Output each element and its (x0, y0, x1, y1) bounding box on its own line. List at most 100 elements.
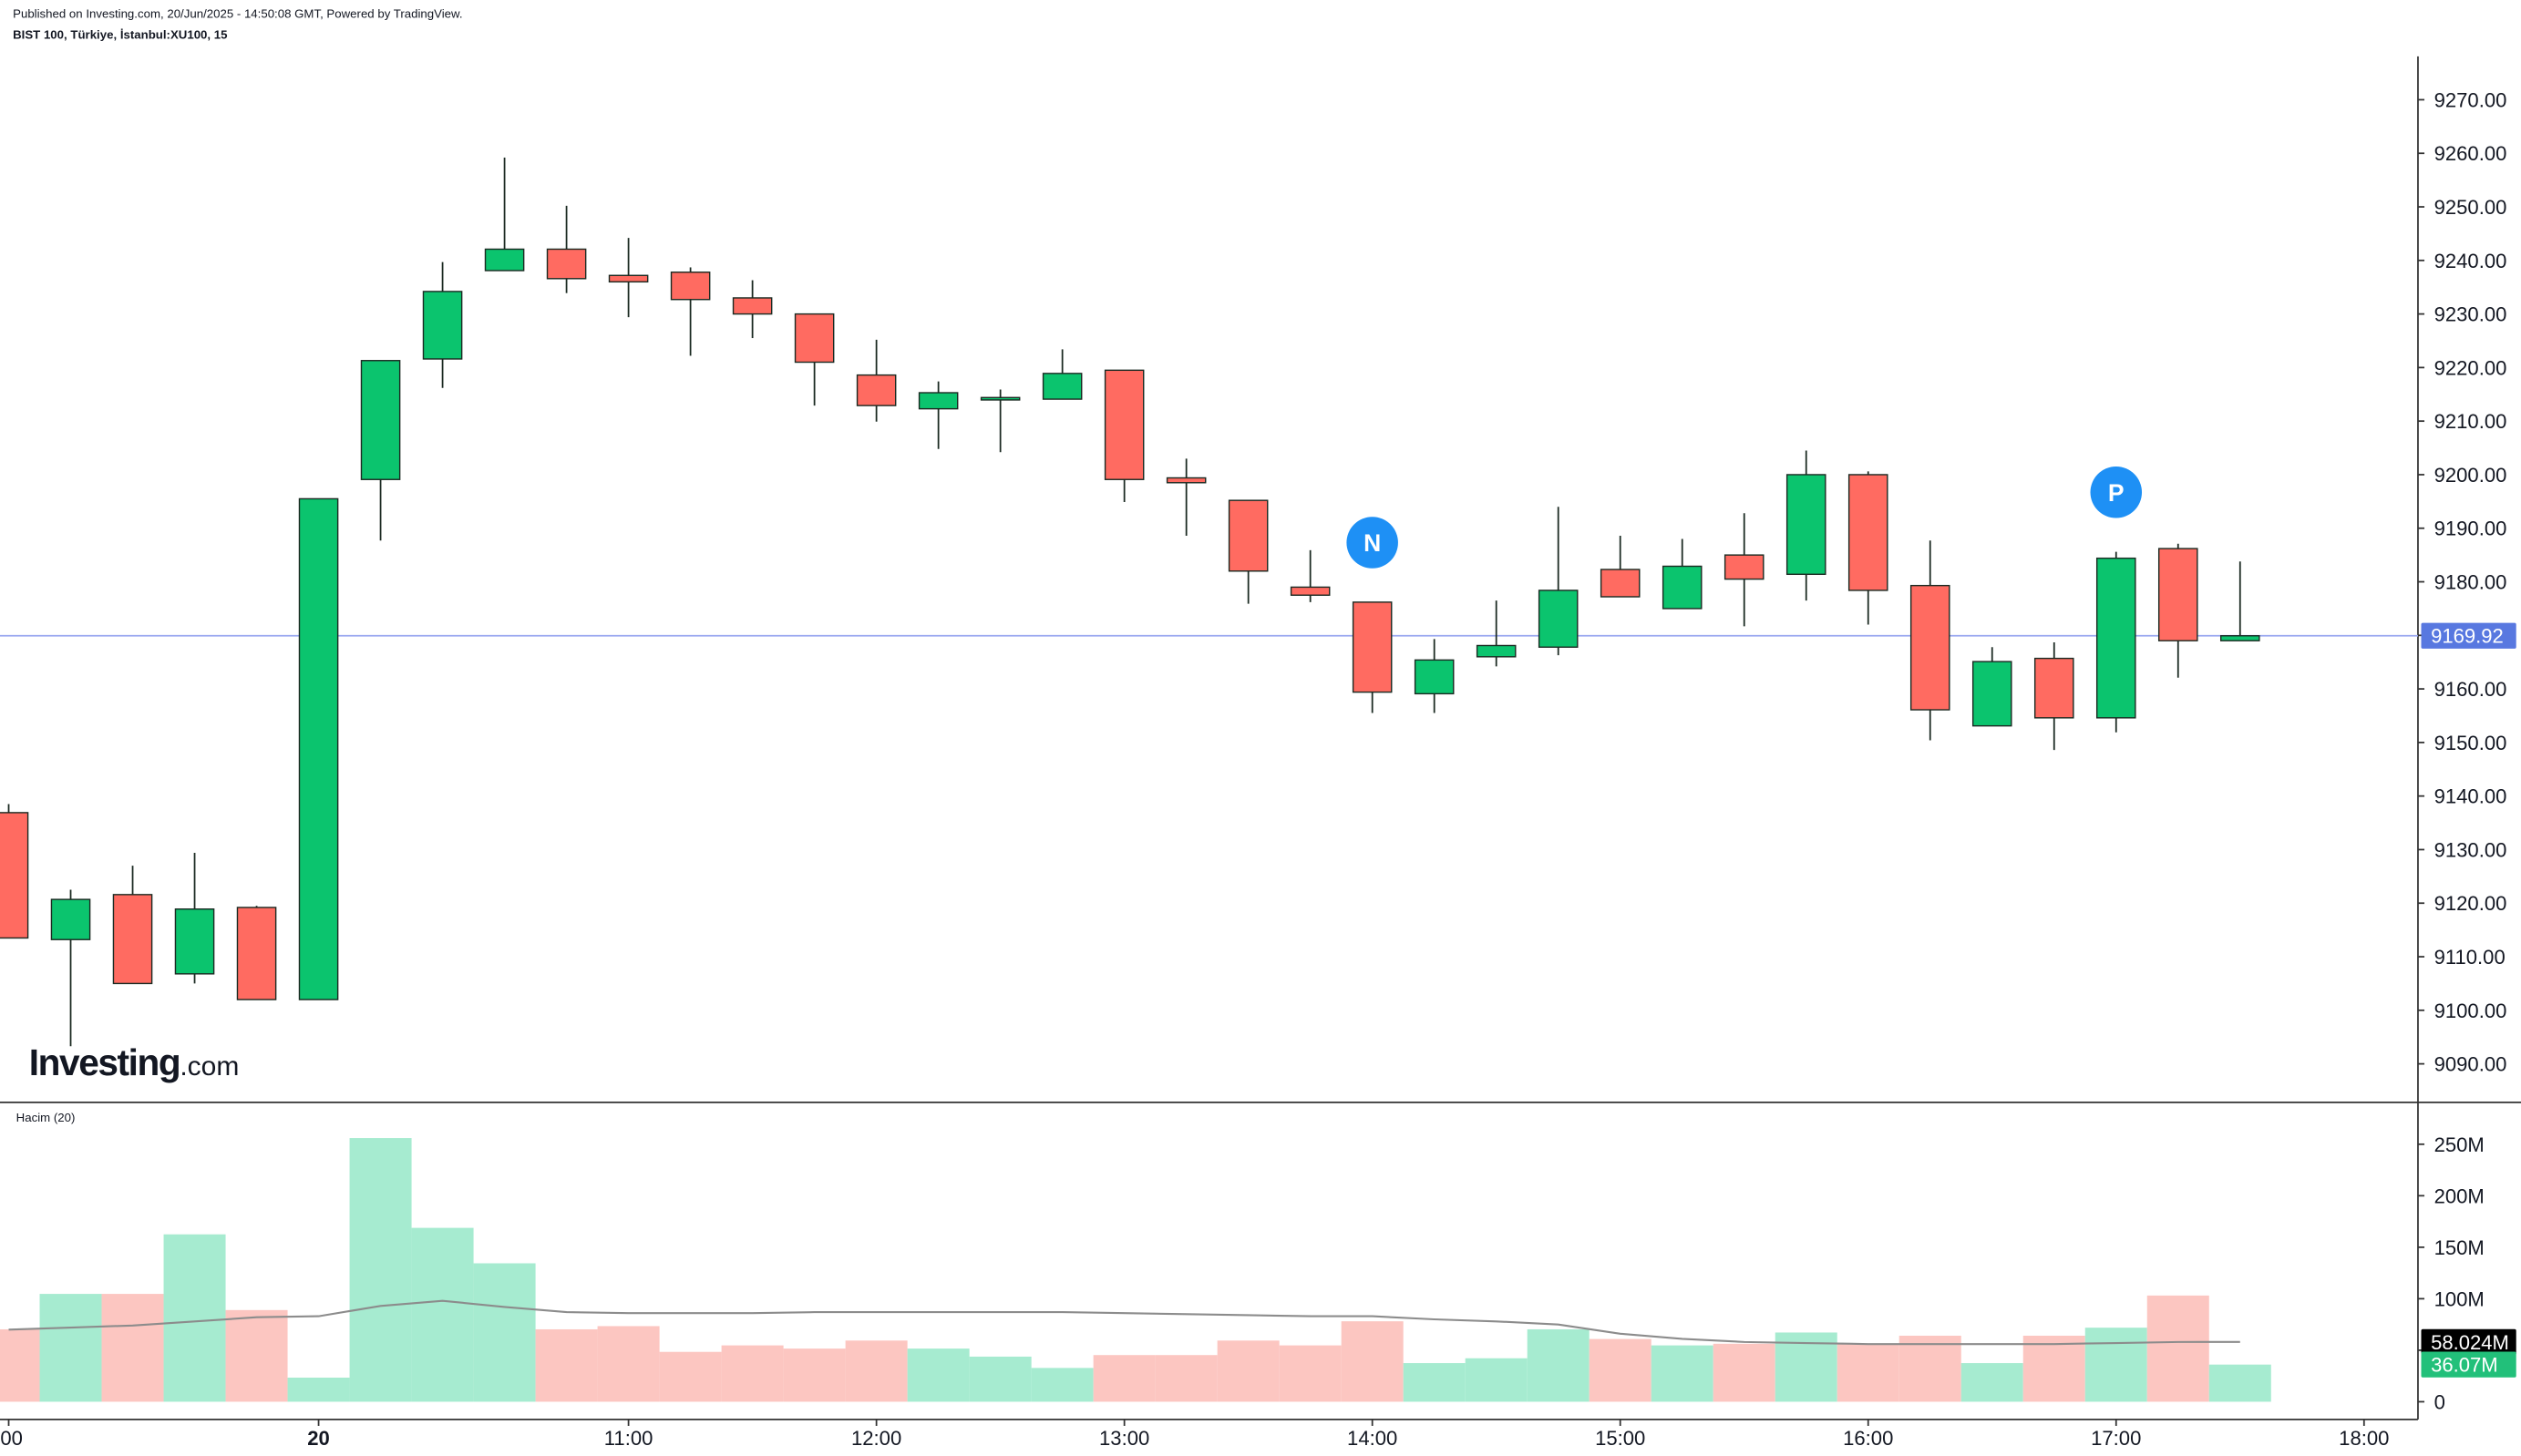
candle-body (1600, 569, 1641, 598)
event-marker-label: P (2108, 479, 2125, 507)
volume-ma-label: 58.024M (2431, 1331, 2509, 1354)
volume-y-tick-label: 150M (2434, 1236, 2485, 1259)
volume-bar (783, 1348, 846, 1402)
volume-y-tick-label: 0 (2434, 1390, 2445, 1413)
volume-bar (845, 1340, 908, 1402)
event-marker (2090, 466, 2143, 518)
y-tick-label: 9130.00 (2434, 838, 2507, 861)
x-tick-label: 13:00 (1099, 1427, 1149, 1450)
candle-body (1228, 499, 1269, 572)
volume-ma-line (8, 1299, 2240, 1346)
volume-bar (349, 1138, 412, 1402)
volume-bar (1651, 1345, 1713, 1402)
candle-body (1662, 565, 1703, 610)
y-tick-label: 9190.00 (2434, 518, 2507, 540)
x-tick-label: 18:00 (2339, 1427, 2389, 1450)
candle-body (2157, 548, 2198, 641)
y-tick-label: 9260.00 (2434, 142, 2507, 165)
candle-body (174, 908, 215, 975)
publish-note: Published on Investing.com, 20/Jun/2025 … (13, 6, 462, 20)
y-tick-label: 9270.00 (2434, 88, 2507, 111)
x-tick-label: 15:00 (1595, 1427, 1645, 1450)
y-tick-label: 9110.00 (2434, 946, 2506, 969)
candle-body (1909, 584, 1950, 711)
x-tick-label: 16:00 (1843, 1427, 1893, 1450)
candle-body (484, 248, 525, 272)
candle-body (546, 248, 587, 280)
candle-body (980, 396, 1021, 401)
candle-body (1476, 644, 1517, 658)
volume-bar (1898, 1335, 1961, 1402)
candle-body (670, 272, 711, 301)
candle-body (2033, 657, 2074, 719)
y-tick-label: 9160.00 (2434, 678, 2507, 701)
volume-bar (39, 1294, 102, 1402)
y-tick-label: 9230.00 (2434, 303, 2507, 326)
volume-bar (969, 1356, 1032, 1402)
candle-body (856, 374, 897, 406)
volume-bar (1093, 1355, 1156, 1402)
volume-bar (1465, 1358, 1528, 1402)
volume-ma-box (2421, 1328, 2516, 1355)
y-tick-label: 9140.00 (2434, 785, 2507, 808)
volume-bar (1837, 1343, 1899, 1402)
y-tick-label: 9120.00 (2434, 892, 2507, 915)
volume-bar (1713, 1343, 1775, 1402)
volume-bar (1341, 1321, 1404, 1402)
candle-body (1971, 661, 2012, 727)
volume-bar (1960, 1363, 2023, 1402)
volume-bar (659, 1351, 722, 1402)
volume-bar (721, 1345, 784, 1402)
x-tick-label: 14:00 (1347, 1427, 1397, 1450)
volume-bar (2084, 1328, 2147, 1402)
volume-bar (535, 1328, 598, 1402)
event-marker (1346, 517, 1398, 569)
volume-bar (1589, 1338, 1652, 1402)
candle-body (732, 297, 773, 315)
candle-body (1290, 586, 1331, 596)
candle-body (918, 392, 959, 410)
candle-body (1414, 659, 1455, 695)
volume-title: Hacim (20) (16, 1111, 76, 1124)
last-price-label: 9169.92 (2431, 625, 2504, 648)
y-tick-label: 9150.00 (2434, 732, 2507, 754)
candle-body (0, 812, 29, 939)
volume-bar (1031, 1368, 1094, 1402)
candle-body (1352, 601, 1393, 693)
x-tick-label: 17:00 (2091, 1427, 2141, 1450)
x-tick-label: 11:00 (604, 1427, 653, 1450)
volume-bar (473, 1263, 536, 1402)
candle-body (1104, 369, 1145, 480)
y-tick-label: 9210.00 (2434, 410, 2507, 433)
chart-title: BIST 100, Türkiye, İstanbul:XU100, 15 (13, 27, 227, 41)
candle-body (236, 907, 277, 1000)
candle-body (298, 497, 339, 1000)
candle-body (1538, 590, 1579, 648)
y-tick-label: 9250.00 (2434, 196, 2507, 219)
candle-body (2219, 635, 2260, 641)
volume-bar (411, 1227, 474, 1402)
volume-bar (0, 1328, 40, 1402)
candle-body (1042, 373, 1083, 400)
volume-y-tick-label: 200M (2434, 1184, 2485, 1207)
candle-body (794, 313, 835, 364)
candle-body (112, 894, 153, 985)
volume-bar (163, 1234, 226, 1402)
candle-body (1166, 477, 1207, 484)
volume-bar (1279, 1345, 1342, 1402)
y-tick-label: 9200.00 (2434, 464, 2507, 487)
candle-body (422, 291, 463, 360)
volume-bar (1217, 1340, 1280, 1402)
logo: Investing.com (29, 1041, 240, 1083)
volume-last-box (2421, 1351, 2516, 1378)
logo-brand: Investing (29, 1041, 180, 1083)
volume-y-tick-label: 100M (2434, 1287, 2485, 1310)
candle-body (1785, 474, 1826, 576)
y-tick-label: 9240.00 (2434, 250, 2507, 272)
candle-body (360, 360, 401, 480)
volume-bar (1155, 1355, 1218, 1402)
candle-body (2095, 557, 2136, 719)
last-price-box (2421, 622, 2516, 649)
